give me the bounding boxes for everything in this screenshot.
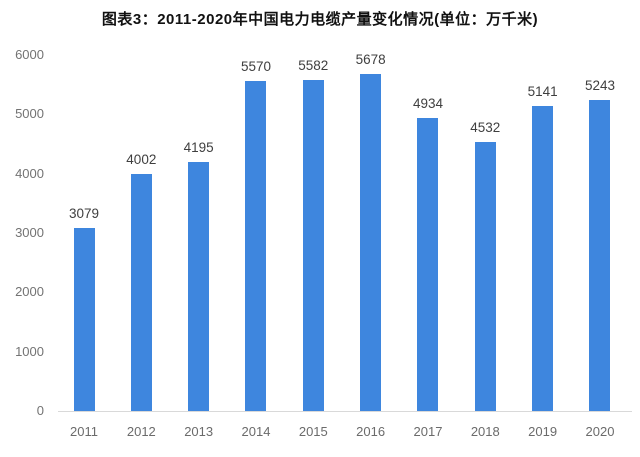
- y-tick-label: 3000: [15, 225, 44, 240]
- x-tick-label: 2016: [356, 424, 386, 439]
- x-tick-label: 2019: [528, 424, 558, 439]
- y-tick-label: 5000: [15, 106, 44, 122]
- bar-value-label: 5570: [240, 58, 271, 74]
- y-tick-label: 1000: [15, 343, 44, 359]
- bar-2017: [417, 118, 439, 411]
- bar-2011: [73, 228, 95, 411]
- x-tick-label: 2014: [241, 424, 271, 439]
- x-tick-label: 2013: [184, 424, 214, 439]
- bar-value-label: 4934: [412, 96, 443, 112]
- bar-value-label: 5243: [584, 77, 615, 93]
- bar-2014: [245, 80, 267, 411]
- bar-2015: [302, 79, 324, 411]
- bar-2012: [130, 173, 152, 411]
- bar-value-label: 3079: [68, 206, 100, 222]
- x-tick-label: 2012: [126, 424, 156, 439]
- bar-2016: [360, 74, 382, 411]
- bar-2020: [589, 99, 611, 411]
- x-tick-label: 2015: [298, 424, 328, 439]
- x-tick-label: 2017: [413, 424, 443, 439]
- x-tick-label: 2020: [585, 424, 615, 439]
- bar-value-label: 5582: [298, 57, 329, 73]
- bar-2019: [532, 105, 554, 411]
- bar-2013: [188, 162, 210, 411]
- bar-value-label: 5678: [355, 52, 386, 68]
- x-tick-label: 2018: [470, 424, 500, 439]
- chart-title: 图表3：2011-2020年中国电力电缆产量变化情况(单位：万千米): [101, 11, 539, 28]
- y-tick-label: 0: [36, 403, 44, 418]
- x-axis-line: [58, 411, 632, 412]
- bar-value-label: 4532: [470, 120, 501, 136]
- bar-2018: [474, 142, 496, 411]
- y-tick-label: 4000: [15, 165, 44, 181]
- y-tick-label: 6000: [15, 47, 44, 62]
- bar-value-label: 4002: [126, 151, 157, 167]
- x-tick-label: 2011: [70, 424, 98, 439]
- y-tick-label: 2000: [15, 284, 44, 300]
- bar-value-label: 4195: [183, 140, 214, 156]
- bar-value-label: 5141: [527, 83, 558, 99]
